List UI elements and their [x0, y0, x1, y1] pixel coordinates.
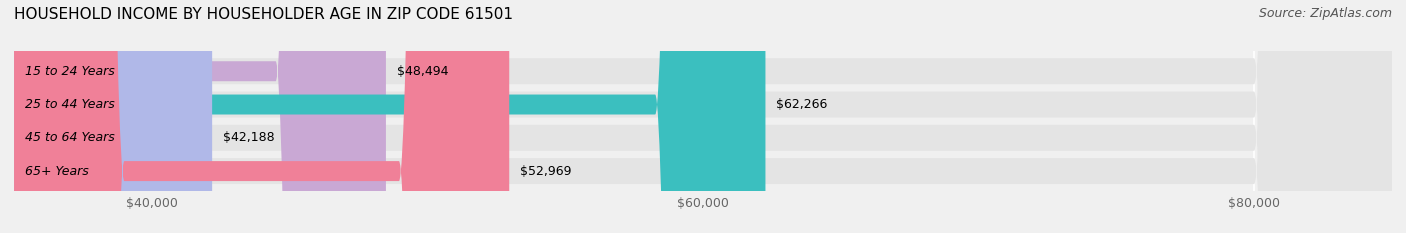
FancyBboxPatch shape [14, 0, 765, 233]
Text: $48,494: $48,494 [396, 65, 449, 78]
Text: HOUSEHOLD INCOME BY HOUSEHOLDER AGE IN ZIP CODE 61501: HOUSEHOLD INCOME BY HOUSEHOLDER AGE IN Z… [14, 7, 513, 22]
FancyBboxPatch shape [14, 0, 1392, 233]
FancyBboxPatch shape [14, 0, 385, 233]
FancyBboxPatch shape [14, 0, 212, 233]
Text: 65+ Years: 65+ Years [25, 164, 89, 178]
FancyBboxPatch shape [14, 0, 509, 233]
Text: 15 to 24 Years: 15 to 24 Years [25, 65, 115, 78]
FancyBboxPatch shape [14, 0, 1392, 233]
Text: 25 to 44 Years: 25 to 44 Years [25, 98, 115, 111]
Text: $42,188: $42,188 [224, 131, 274, 144]
Text: $62,266: $62,266 [776, 98, 828, 111]
Text: $52,969: $52,969 [520, 164, 572, 178]
FancyBboxPatch shape [14, 0, 1392, 233]
Text: 45 to 64 Years: 45 to 64 Years [25, 131, 115, 144]
FancyBboxPatch shape [14, 0, 1392, 233]
Text: Source: ZipAtlas.com: Source: ZipAtlas.com [1258, 7, 1392, 20]
